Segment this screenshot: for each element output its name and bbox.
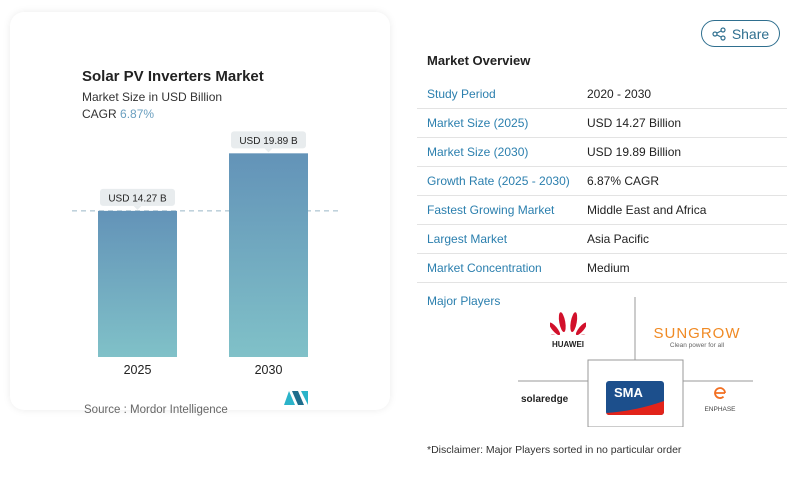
source: Source : Mordor Intelligence	[84, 404, 228, 416]
overview-title: Market Overview	[427, 53, 531, 68]
bar-2030	[229, 153, 308, 357]
row-label: Study Period	[427, 87, 496, 101]
row-value: USD 14.27 Billion	[587, 116, 682, 130]
share-label: Share	[731, 25, 770, 42]
overview-row: Study Period 2020 - 2030	[417, 80, 787, 109]
overview-row: Growth Rate (2025 - 2030) 6.87% CAGR	[417, 167, 787, 196]
enphase-logo: ENPHASE	[695, 385, 745, 413]
row-value: Middle East and Africa	[587, 203, 707, 217]
overview-table: Study Period 2020 - 2030 Market Size (2025…	[417, 80, 787, 283]
mordor-logo-icon	[284, 391, 308, 405]
data-label-pointer	[133, 205, 142, 210]
row-value: Asia Pacific	[587, 232, 650, 246]
overview-row: Market Size (2030) USD 19.89 Billion	[417, 138, 787, 167]
row-value: 2020 - 2030	[587, 87, 652, 101]
major-players-logos: HUAWEI SUNGROW Clean power for all SMA s…	[515, 297, 755, 428]
data-label: USD 14.27 B	[108, 193, 167, 204]
sungrow-logo: SUNGROW Clean power for all	[653, 325, 741, 349]
row-label: Market Size (2030)	[427, 145, 529, 159]
cagr-label: CAGR	[82, 107, 117, 121]
x-tick-label: 2025	[124, 363, 152, 377]
enphase-icon	[714, 387, 726, 399]
overview-row: Market Concentration Medium	[417, 254, 787, 283]
data-label: USD 19.89 B	[239, 136, 298, 147]
data-label-box	[231, 131, 306, 149]
bar-2025	[98, 210, 177, 357]
row-label: Fastest Growing Market	[427, 203, 555, 217]
row-value: USD 19.89 Billion	[587, 145, 682, 159]
disclaimer: *Disclaimer: Major Players sorted in no …	[427, 444, 682, 456]
chart-title: Solar PV Inverters Market	[82, 68, 264, 85]
solaredge-logo: solaredge	[521, 394, 569, 405]
cagr-value: 6.87%	[120, 107, 155, 121]
bar-chart: USD 14.27 B 2025 USD 19.89 B 2030	[72, 131, 338, 377]
share-icon	[712, 26, 726, 41]
overview-row: Market Size (2025) USD 14.27 Billion	[417, 109, 787, 138]
huawei-petals-icon	[549, 312, 587, 341]
data-label-pointer	[264, 148, 273, 153]
chart-subtitle: Market Size in USD Billion	[82, 90, 223, 104]
row-label: Market Size (2025)	[427, 116, 529, 130]
x-tick-label: 2030	[255, 363, 283, 377]
share-button[interactable]: Share	[701, 20, 780, 47]
data-label-box	[100, 188, 175, 206]
row-value: 6.87% CAGR	[587, 174, 660, 188]
overview-row: Largest Market Asia Pacific	[417, 225, 787, 254]
row-label: Market Concentration	[427, 261, 542, 275]
major-players-label: Major Players	[427, 294, 501, 308]
sma-logo: SMA	[606, 381, 664, 415]
huawei-logo: HUAWEI	[543, 309, 593, 349]
row-label: Largest Market	[427, 232, 508, 246]
cagr: CAGR 6.87%	[82, 107, 154, 121]
row-label: Growth Rate (2025 - 2030)	[427, 174, 570, 188]
overview-row: Fastest Growing Market Middle East and Af…	[417, 196, 787, 225]
row-value: Medium	[587, 261, 630, 275]
